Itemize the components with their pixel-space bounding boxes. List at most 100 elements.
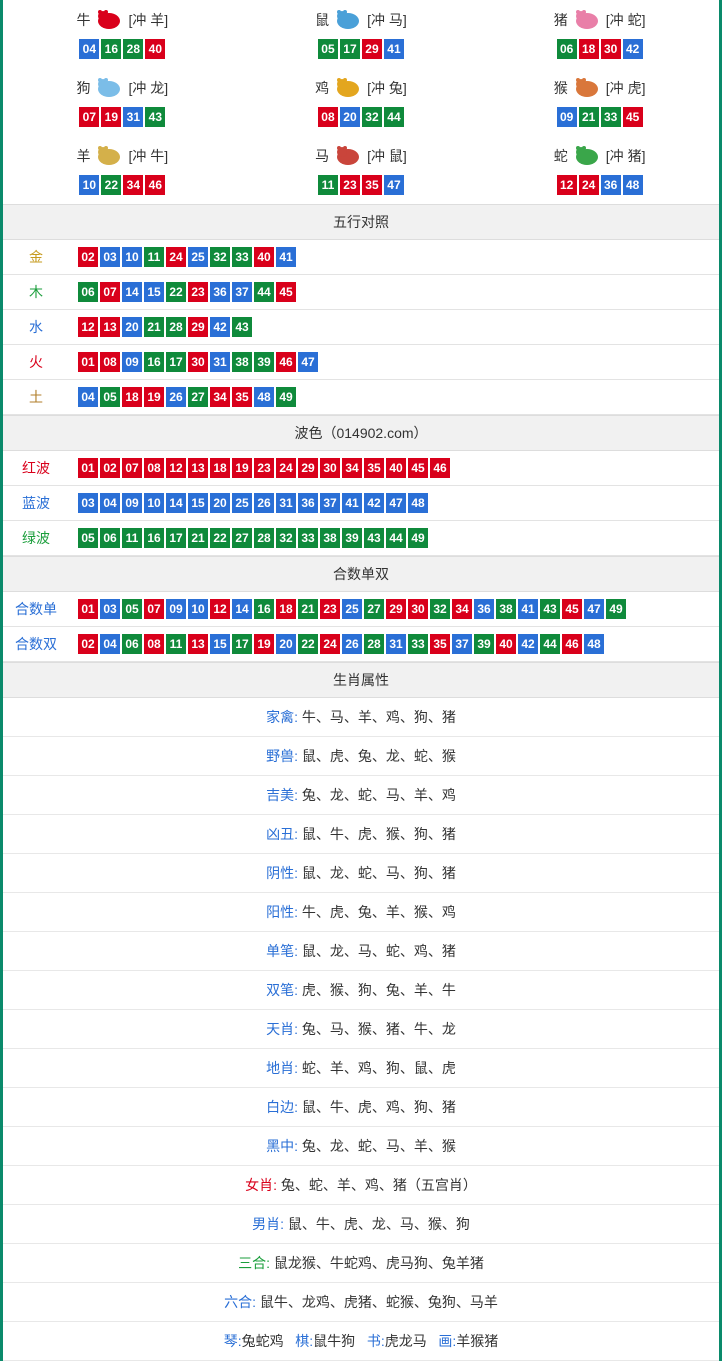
- section-table: 红波0102070812131819232429303435404546蓝波03…: [3, 451, 719, 556]
- table-row: 绿波05061116172122272832333839434449: [3, 521, 719, 556]
- number-ball: 17: [166, 528, 186, 548]
- snake-icon: [570, 143, 604, 170]
- attribute-key: 天肖:: [266, 1021, 298, 1037]
- number-ball: 19: [232, 458, 252, 478]
- row-numbers: 06071415222336374445: [69, 275, 719, 310]
- zodiac-name: 猴: [554, 78, 568, 98]
- zodiac-conflict: [冲 鼠]: [367, 146, 407, 166]
- attribute-row: 六合: 鼠牛、龙鸡、虎猪、蛇猴、兔狗、马羊: [3, 1283, 719, 1322]
- number-ball: 23: [254, 458, 274, 478]
- zodiac-cell-rat: 鼠[冲 马]05172941: [242, 0, 481, 68]
- zodiac-conflict: [冲 蛇]: [606, 10, 646, 30]
- table-row: 红波0102070812131819232429303435404546: [3, 451, 719, 486]
- number-ball: 38: [496, 599, 516, 619]
- number-ball: 34: [210, 387, 230, 407]
- attribute-key: 琴:: [224, 1333, 242, 1349]
- attribute-value: 兔蛇鸡: [242, 1333, 284, 1349]
- table-row: 水1213202128294243: [3, 310, 719, 345]
- number-ball: 35: [364, 458, 384, 478]
- attribute-value: 虎、猴、狗、兔、羊、牛: [302, 982, 456, 998]
- attribute-value: 鼠牛狗: [313, 1333, 355, 1349]
- attribute-value: 鼠、龙、蛇、马、狗、猪: [302, 865, 456, 881]
- goat-icon: [92, 143, 126, 170]
- number-ball: 15: [144, 282, 164, 302]
- number-ball: 05: [122, 599, 142, 619]
- zodiac-name: 牛: [76, 10, 90, 30]
- number-ball: 27: [364, 599, 384, 619]
- dog-icon: [92, 75, 126, 102]
- number-ball: 06: [122, 634, 142, 654]
- number-ball: 26: [254, 493, 274, 513]
- zodiac-conflict: [冲 羊]: [128, 10, 168, 30]
- section-header: 生肖属性: [3, 662, 719, 698]
- number-ball: 42: [518, 634, 538, 654]
- attribute-row: 女肖: 兔、蛇、羊、鸡、猪（五宫肖）: [3, 1166, 719, 1205]
- number-ball: 47: [386, 493, 406, 513]
- attribute-key: 男肖:: [252, 1216, 284, 1232]
- number-ball: 07: [79, 107, 99, 127]
- attribute-row: 男肖: 鼠、牛、虎、龙、马、猴、狗: [3, 1205, 719, 1244]
- zodiac-cell-monkey: 猴[冲 虎]09213345: [480, 68, 719, 136]
- number-ball: 41: [342, 493, 362, 513]
- zodiac-numbers: 10223446: [3, 174, 242, 196]
- number-ball: 32: [210, 247, 230, 267]
- number-ball: 11: [318, 175, 338, 195]
- number-ball: 43: [364, 528, 384, 548]
- attribute-row: 阳性: 牛、虎、兔、羊、猴、鸡: [3, 893, 719, 932]
- number-ball: 40: [386, 458, 406, 478]
- number-ball: 43: [232, 317, 252, 337]
- number-ball: 36: [474, 599, 494, 619]
- attribute-value: 兔、龙、蛇、马、羊、猴: [302, 1138, 456, 1154]
- number-ball: 46: [562, 634, 582, 654]
- number-ball: 33: [298, 528, 318, 548]
- attribute-row: 三合: 鼠龙猴、牛蛇鸡、虎马狗、兔羊猪: [3, 1244, 719, 1283]
- attribute-key: 家禽:: [266, 709, 298, 725]
- number-ball: 49: [606, 599, 626, 619]
- attribute-value: 牛、马、羊、鸡、狗、猪: [302, 709, 456, 725]
- number-ball: 29: [298, 458, 318, 478]
- number-ball: 05: [318, 39, 338, 59]
- attribute-key: 画:: [438, 1333, 456, 1349]
- number-ball: 09: [122, 352, 142, 372]
- number-ball: 44: [386, 528, 406, 548]
- number-ball: 31: [386, 634, 406, 654]
- number-ball: 37: [320, 493, 340, 513]
- number-ball: 46: [430, 458, 450, 478]
- number-ball: 35: [362, 175, 382, 195]
- attribute-row: 凶丑: 鼠、牛、虎、猴、狗、猪: [3, 815, 719, 854]
- number-ball: 41: [276, 247, 296, 267]
- rooster-icon: [331, 75, 365, 102]
- number-ball: 24: [276, 458, 296, 478]
- attribute-key: 棋:: [295, 1333, 313, 1349]
- attribute-value: 兔、龙、蛇、马、羊、鸡: [302, 787, 456, 803]
- attribute-value: 鼠龙猴、牛蛇鸡、虎马狗、兔羊猪: [274, 1255, 484, 1271]
- number-ball: 05: [78, 528, 98, 548]
- attribute-value: 牛、虎、兔、羊、猴、鸡: [302, 904, 456, 920]
- number-ball: 33: [232, 247, 252, 267]
- ox-icon: [92, 7, 126, 34]
- number-ball: 14: [166, 493, 186, 513]
- table-row: 木06071415222336374445: [3, 275, 719, 310]
- number-ball: 31: [276, 493, 296, 513]
- number-ball: 45: [623, 107, 643, 127]
- number-ball: 09: [166, 599, 186, 619]
- number-ball: 07: [100, 282, 120, 302]
- attribute-value: 兔、马、猴、猪、牛、龙: [302, 1021, 456, 1037]
- row-label: 红波: [3, 451, 69, 486]
- zodiac-conflict: [冲 马]: [367, 10, 407, 30]
- number-ball: 11: [166, 634, 186, 654]
- section-table: 金02031011242532334041木060714152223363744…: [3, 240, 719, 415]
- number-ball: 48: [584, 634, 604, 654]
- attribute-row: 单笔: 鼠、龙、马、蛇、鸡、猪: [3, 932, 719, 971]
- number-ball: 22: [210, 528, 230, 548]
- attribute-row: 天肖: 兔、马、猴、猪、牛、龙: [3, 1010, 719, 1049]
- number-ball: 15: [188, 493, 208, 513]
- attribute-value: 鼠、牛、虎、龙、马、猴、狗: [288, 1216, 470, 1232]
- attribute-key: 凶丑:: [266, 826, 298, 842]
- row-numbers: 0102070812131819232429303435404546: [69, 451, 719, 486]
- attribute-value: 羊猴猪: [456, 1333, 498, 1349]
- zodiac-numbers: 04162840: [3, 38, 242, 60]
- number-ball: 33: [601, 107, 621, 127]
- number-ball: 30: [601, 39, 621, 59]
- number-ball: 40: [145, 39, 165, 59]
